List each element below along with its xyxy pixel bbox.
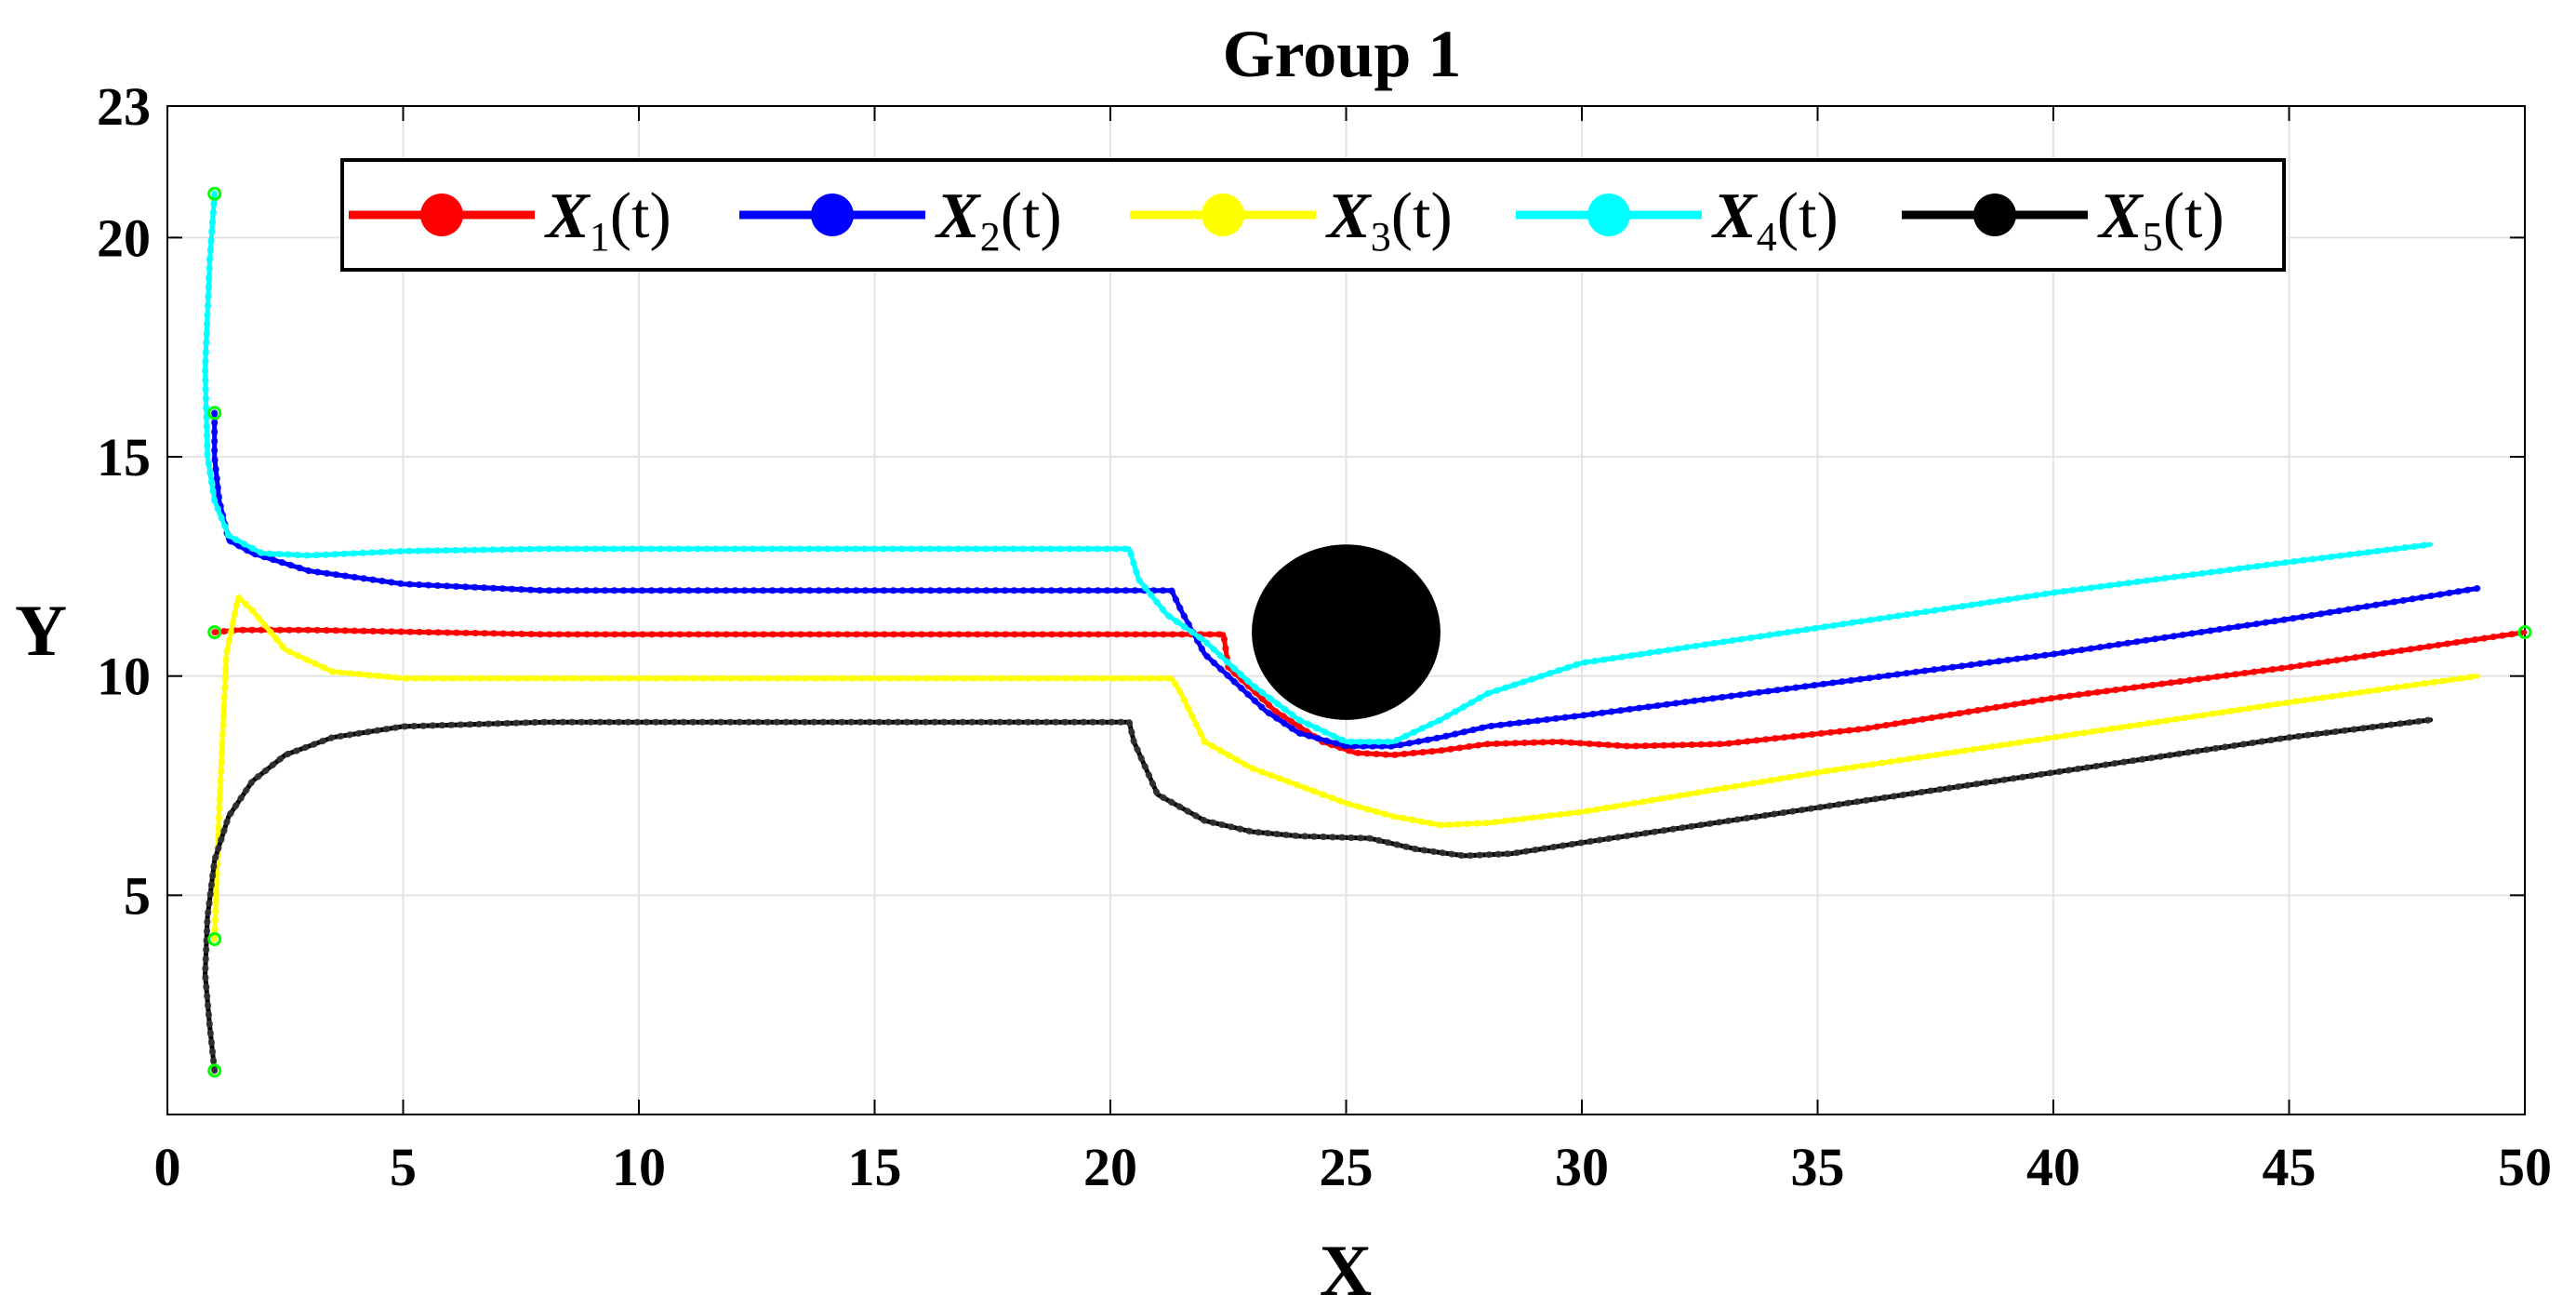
legend-label-name: X [544,180,591,252]
x-tick-label: 15 [848,1137,902,1197]
legend-swatch-marker [1973,194,2016,236]
legend-entry-3: X3(t) [1130,180,1453,260]
series-points-4 [202,190,2435,745]
legend-label-subscript: 3 [1371,214,1391,260]
x-tick-label: 35 [1791,1137,1845,1197]
y-axis-title: Y [15,590,67,671]
legend-label-subscript: 4 [1757,214,1777,260]
series-points-1 [211,626,2529,759]
y-tick-label: 20 [97,207,151,268]
x-tick-label: 5 [390,1137,417,1197]
legend-label-name: X [2097,180,2144,252]
legend: X1(t) X2(t) X3(t) X4(t) X5(t) [340,158,2286,272]
chart-title: Group 1 [1223,17,1462,91]
legend-label-suffix: (t) [1001,180,1062,252]
start-marker-4 [207,186,222,201]
x-axis: 0 5 10 15 20 25 30 35 40 45 50 [154,106,2552,1197]
start-marker-6 [2517,625,2532,640]
legend-swatch-marker [1202,194,1244,236]
legend-label: X3(t) [1325,180,1453,260]
x-tick-label: 45 [2263,1137,2317,1197]
series-points-3 [211,591,2481,942]
y-tick-label: 5 [124,865,151,926]
obstacle-layer [1252,544,1441,720]
start-marker-2 [207,406,222,420]
legend-label-name: X [1711,180,1759,252]
x-tick-label: 10 [612,1137,666,1197]
legend-swatch-marker [1587,194,1630,236]
legend-label-subscript: 1 [590,214,610,260]
series-points-5 [202,716,2435,1074]
legend-label: X2(t) [935,180,1062,260]
legend-label-suffix: (t) [610,180,671,252]
start-markers [207,186,2532,1078]
legend-entry-2: X2(t) [739,180,1062,260]
legend-swatch-marker [420,194,463,236]
series-layer [202,190,2529,1074]
legend-label: X5(t) [2097,180,2224,260]
start-marker-1 [207,625,222,640]
legend-label: X4(t) [1711,180,1839,260]
series-points-2 [211,409,2481,750]
legend-entry-5: X5(t) [1902,180,2224,260]
legend-label-name: X [1325,180,1373,252]
x-tick-label: 25 [1320,1137,1374,1197]
legend-swatch-marker [811,194,854,236]
y-tick-label: 10 [97,647,151,707]
legend-label-name: X [935,180,982,252]
x-tick-label: 20 [1083,1137,1137,1197]
legend-label-suffix: (t) [1777,180,1839,252]
legend-entry-1: X1(t) [349,180,671,260]
legend-label-suffix: (t) [2163,180,2224,252]
y-tick-label: 15 [97,427,151,487]
legend-label-subscript: 2 [980,214,1001,260]
x-tick-label: 30 [1555,1137,1609,1197]
start-marker-3 [207,931,222,946]
legend-entry-4: X4(t) [1516,180,1839,260]
legend-label: X1(t) [544,180,671,260]
x-tick-label: 40 [2026,1137,2080,1197]
x-axis-title: X [1320,1230,1372,1308]
x-tick-label: 0 [154,1137,181,1197]
legend-label-suffix: (t) [1391,180,1453,252]
start-marker-5 [207,1063,222,1078]
x-tick-label: 50 [2498,1137,2552,1197]
legend-label-subscript: 5 [2143,214,2163,260]
y-tick-label: 23 [97,76,151,137]
obstacle-circle [1252,544,1441,720]
